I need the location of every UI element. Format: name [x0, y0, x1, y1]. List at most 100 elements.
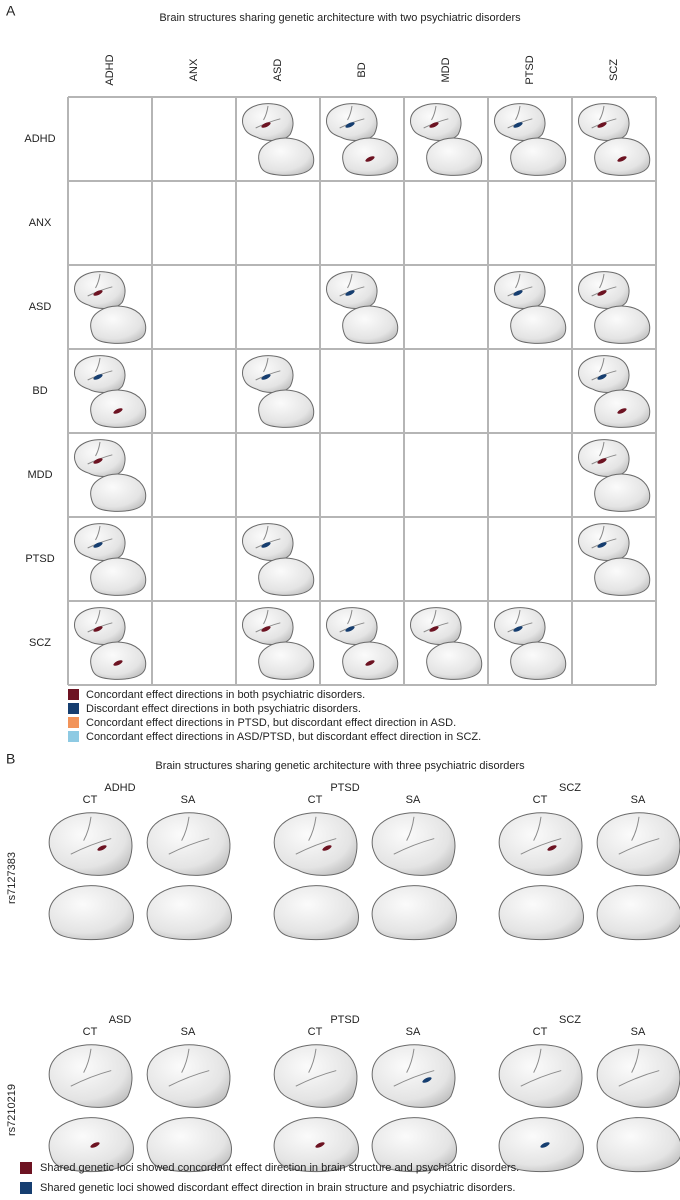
measure-label: SA [406, 794, 421, 806]
sulcus [168, 1070, 210, 1087]
brain-lateral [74, 523, 126, 561]
sulcus [83, 816, 92, 841]
panel-label: B [6, 751, 15, 767]
disorder-label: PTSD [330, 1014, 359, 1026]
sulcus [83, 1048, 92, 1073]
sulcus [618, 838, 660, 855]
legend-text: Shared genetic loci showed concordant ef… [40, 1162, 519, 1174]
sulcus [295, 838, 337, 855]
brain-lateral [273, 812, 358, 876]
brain-medial [90, 389, 147, 428]
brain-medial [342, 305, 399, 344]
measure-label: SA [181, 1026, 196, 1038]
highlight [93, 626, 103, 632]
brain-lateral [74, 271, 126, 309]
highlight [93, 458, 103, 464]
brain-lateral [74, 439, 126, 477]
highlight [90, 1142, 100, 1148]
sulcus [599, 525, 605, 541]
row-header: BD [32, 385, 47, 397]
sulcus [431, 609, 437, 625]
row-header: MDD [27, 469, 52, 481]
sulcus [308, 816, 317, 841]
sulcus [431, 105, 437, 121]
brain-medial [90, 473, 147, 512]
brain-medial [342, 641, 399, 680]
highlight [617, 408, 627, 414]
brain-medial [90, 305, 147, 344]
sulcus [515, 105, 521, 121]
sulcus [393, 1070, 435, 1087]
legend-text: Concordant effect directions in ASD/PTSD… [86, 731, 481, 743]
brain-medial [258, 641, 315, 680]
sulcus [406, 1048, 415, 1073]
sulcus [95, 525, 101, 541]
brain-lateral [410, 607, 462, 645]
disorder-label: SCZ [559, 782, 581, 794]
brain-medial [146, 1117, 232, 1173]
brain-lateral [578, 355, 630, 393]
brain-lateral [242, 355, 294, 393]
legend-text: Shared genetic loci showed discordant ef… [40, 1182, 516, 1194]
highlight [365, 156, 375, 162]
row-header: PTSD [25, 553, 54, 565]
brain-lateral [494, 607, 546, 645]
measure-label: SA [631, 794, 646, 806]
sulcus [95, 357, 101, 373]
column-header: MDD [440, 57, 452, 82]
brain-medial [342, 137, 399, 176]
brain-medial [594, 305, 651, 344]
highlight [261, 626, 271, 632]
brain-lateral [578, 523, 630, 561]
brain-medial [48, 885, 134, 941]
highlight [365, 660, 375, 666]
measure-label: CT [83, 1026, 98, 1038]
sulcus [70, 1070, 112, 1087]
brain-medial [596, 1117, 680, 1173]
brain-lateral [596, 1044, 680, 1108]
highlight [345, 122, 355, 128]
legend-swatch [20, 1182, 32, 1194]
sulcus [263, 357, 269, 373]
sulcus [168, 838, 210, 855]
sulcus [95, 273, 101, 289]
brain-lateral [146, 1044, 231, 1108]
row-header: SCZ [29, 637, 51, 649]
highlight [547, 845, 557, 851]
sulcus [393, 838, 435, 855]
measure-label: SA [406, 1026, 421, 1038]
brain-lateral [74, 355, 126, 393]
brain-lateral [371, 812, 456, 876]
legend-swatch [68, 731, 79, 742]
brain-lateral [242, 523, 294, 561]
brain-lateral [242, 103, 294, 141]
measure-label: CT [533, 794, 548, 806]
brain-medial [498, 1117, 584, 1173]
sulcus [599, 441, 605, 457]
column-header: BD [356, 62, 368, 77]
column-header: ANX [188, 58, 200, 81]
brain-medial [510, 641, 567, 680]
brain-medial [594, 137, 651, 176]
panel-title: Brain structures sharing genetic archite… [155, 760, 525, 772]
sulcus [533, 816, 542, 841]
sulcus [263, 609, 269, 625]
brain-lateral [74, 607, 126, 645]
brain-medial [426, 641, 483, 680]
row-header: ASD [29, 301, 52, 313]
brain-medial [594, 557, 651, 596]
brain-lateral [494, 271, 546, 309]
sulcus [347, 609, 353, 625]
brain-lateral [326, 607, 378, 645]
highlight [93, 374, 103, 380]
highlight [597, 290, 607, 296]
sulcus [515, 609, 521, 625]
sulcus [70, 838, 112, 855]
highlight [513, 626, 523, 632]
panel-label: A [6, 3, 16, 19]
highlight [429, 122, 439, 128]
sulcus [95, 609, 101, 625]
sulcus [533, 1048, 542, 1073]
highlight [322, 845, 332, 851]
legend-text: Concordant effect directions in PTSD, bu… [86, 717, 456, 729]
